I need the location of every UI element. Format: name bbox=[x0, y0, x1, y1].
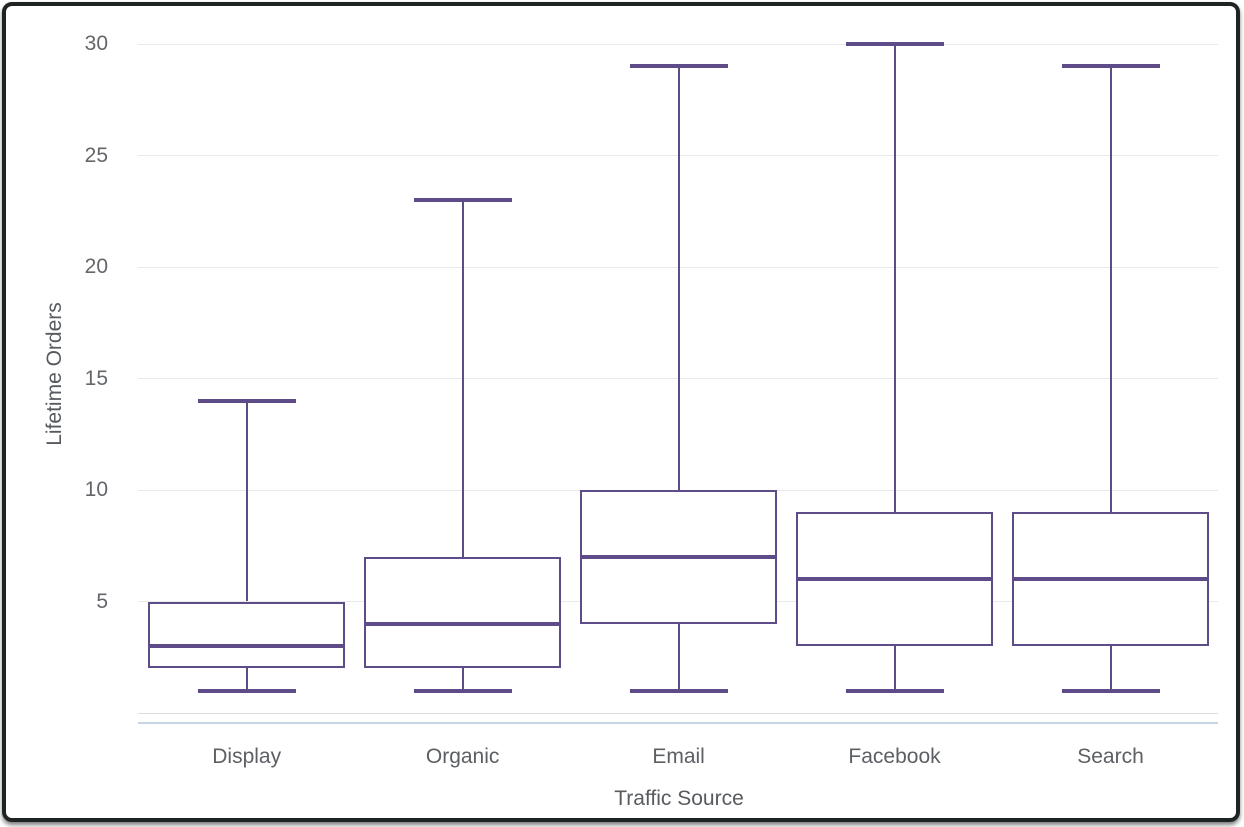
gridline-30 bbox=[138, 43, 1218, 45]
y-axis-title: Lifetime Orders bbox=[43, 302, 66, 446]
y-tick-label-10: 10 bbox=[84, 478, 108, 501]
x-category-label-organic: Organic bbox=[425, 745, 500, 768]
whisker-top bbox=[245, 400, 248, 602]
whisker-top bbox=[1109, 66, 1112, 513]
whisker-top bbox=[677, 66, 680, 490]
x-axis-title: Traffic Source bbox=[614, 787, 744, 810]
x-category-label-display: Display bbox=[212, 745, 282, 768]
whisker-cap-bottom bbox=[629, 688, 728, 693]
y-tick-label-25: 25 bbox=[84, 143, 108, 167]
whisker-cap-top bbox=[629, 64, 728, 69]
whisker-cap-top bbox=[197, 398, 296, 403]
median-line bbox=[580, 554, 778, 559]
whisker-bottom bbox=[677, 623, 680, 691]
zero-gridline bbox=[138, 713, 1218, 714]
whisker-cap-top bbox=[845, 42, 944, 46]
iqr-box bbox=[148, 601, 346, 669]
x-axis-line bbox=[138, 722, 1218, 724]
whisker-top bbox=[461, 200, 464, 557]
whisker-bottom bbox=[245, 668, 248, 691]
y-tick-label-5: 5 bbox=[96, 589, 108, 613]
whisker-bottom bbox=[1109, 646, 1112, 691]
whisker-bottom bbox=[461, 668, 464, 691]
whisker-cap-top bbox=[413, 198, 512, 203]
x-category-label-search: Search bbox=[1077, 745, 1144, 768]
whisker-cap-bottom bbox=[1061, 688, 1160, 693]
iqr-box bbox=[364, 556, 562, 669]
median-line bbox=[148, 644, 346, 649]
median-line bbox=[364, 621, 562, 626]
whisker-top bbox=[893, 44, 896, 513]
y-tick-label-15: 15 bbox=[84, 366, 108, 390]
median-line bbox=[796, 577, 994, 582]
whisker-cap-bottom bbox=[197, 688, 296, 693]
median-line bbox=[1012, 577, 1209, 582]
whisker-cap-bottom bbox=[413, 688, 512, 693]
whisker-cap-top bbox=[1061, 64, 1160, 69]
y-tick-label-30: 30 bbox=[84, 32, 108, 55]
x-category-label-email: Email bbox=[652, 745, 705, 768]
y-tick-label-20: 20 bbox=[84, 255, 108, 278]
whisker-cap-bottom bbox=[845, 688, 944, 693]
x-category-label-facebook: Facebook bbox=[848, 745, 941, 768]
whisker-bottom bbox=[893, 646, 896, 691]
